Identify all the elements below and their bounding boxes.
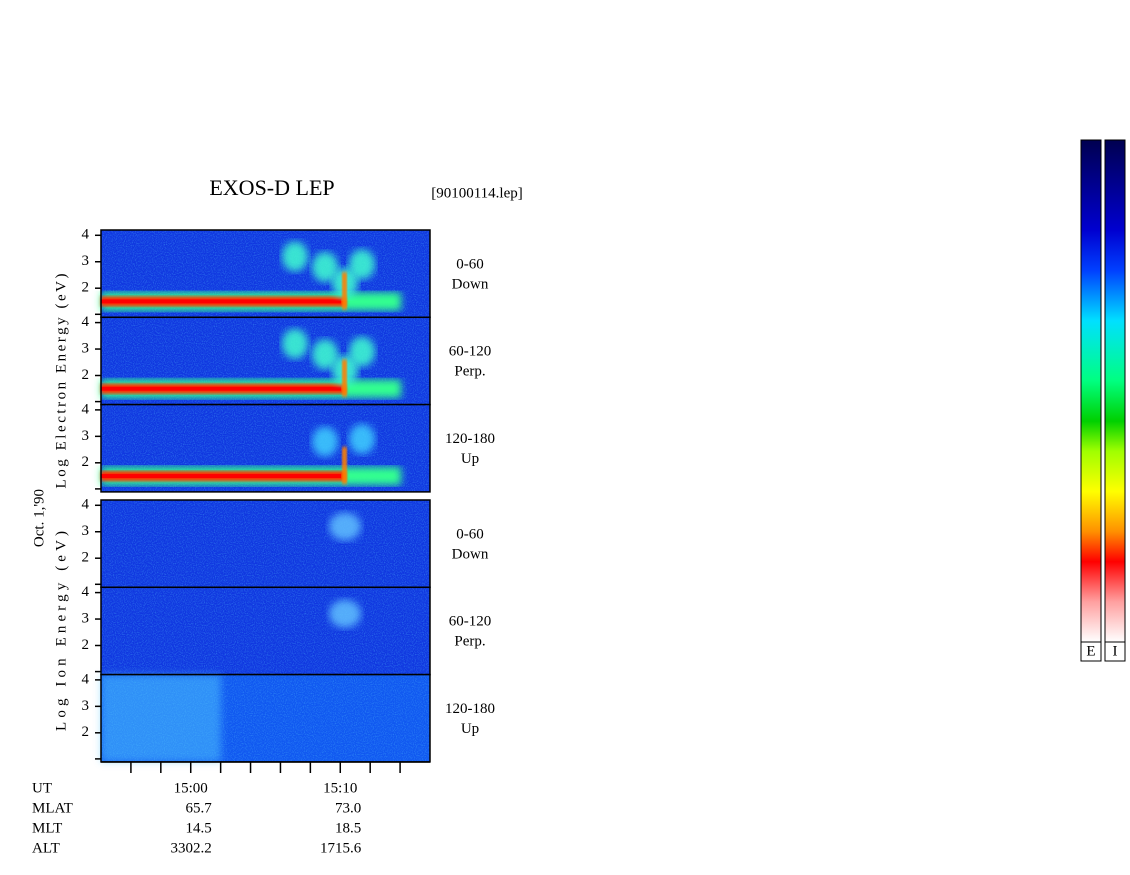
wash — [101, 674, 221, 762]
y-tick-label: 4 — [82, 401, 90, 417]
orbit-value: 18.5 — [335, 820, 361, 836]
blob — [312, 252, 338, 283]
blob — [282, 241, 308, 272]
panel-range: 120-180 — [445, 431, 495, 447]
blob — [312, 339, 338, 370]
band-core — [101, 299, 341, 304]
x-tick-label: 15:00 — [174, 780, 208, 796]
colorbar — [1080, 139, 1102, 643]
band-core — [101, 474, 341, 479]
panel-direction: Down — [452, 276, 489, 292]
y-tick-label: 2 — [82, 550, 90, 566]
blob — [312, 426, 338, 457]
orbit-value: 14.5 — [185, 820, 211, 836]
y-tick-label: 3 — [82, 428, 90, 444]
colorbar-label-box — [1104, 641, 1126, 662]
y-tick-label: 4 — [82, 497, 90, 513]
file-name: [90100114.lep] — [431, 185, 523, 201]
y-tick-label: 2 — [82, 280, 90, 296]
panel-direction: Up — [461, 721, 479, 737]
orbit-value: 65.7 — [185, 800, 212, 816]
panel-direction: Up — [461, 451, 479, 467]
date: Oct. 1,'90 — [31, 489, 47, 547]
y-tick-label: 2 — [82, 637, 90, 653]
y-tick-label: 2 — [82, 367, 90, 383]
orbit-value: 73.0 — [335, 800, 361, 816]
blob — [349, 423, 375, 454]
y-tick-label: 4 — [82, 314, 90, 330]
blob — [329, 512, 361, 541]
orbit-label: UT — [32, 780, 52, 796]
y-tick-label: 4 — [82, 227, 90, 243]
orbit-value: 3302.2 — [170, 840, 211, 856]
orbit-label: MLT — [32, 820, 62, 836]
y-tick-label: 3 — [82, 698, 90, 714]
colorbar-label: I — [1113, 643, 1118, 659]
colorbar-label-box — [1080, 641, 1102, 662]
y-tick-label: 2 — [82, 724, 90, 740]
panel-frame — [100, 403, 431, 493]
y-tick-label: 3 — [82, 340, 90, 356]
y-tick-label: 4 — [82, 584, 90, 600]
spike — [342, 359, 347, 397]
colorbar — [1104, 139, 1126, 643]
blob — [329, 599, 361, 628]
y-tick-label: 3 — [82, 610, 90, 626]
y-axis-label: Log Electron Energy (eV) — [53, 273, 69, 488]
orbit-label: MLAT — [32, 800, 73, 816]
orbit-value: 1715.6 — [320, 840, 362, 856]
blob — [349, 249, 375, 280]
blob — [282, 328, 308, 359]
y-tick-label: 4 — [82, 671, 90, 687]
panel-direction: Perp. — [454, 364, 485, 380]
panel-direction: Perp. — [454, 634, 485, 650]
colorbar-label: E — [1086, 643, 1095, 659]
spike — [342, 446, 347, 484]
band-core — [101, 386, 341, 391]
y-tick-label: 3 — [82, 253, 90, 269]
y-axis-label: Log Ion Energy (eV) — [53, 531, 69, 731]
y-tick-label: 3 — [82, 523, 90, 539]
panel-range: 0-60 — [456, 256, 484, 272]
orbit-label: ALT — [32, 840, 60, 856]
title: EXOS-D LEP — [209, 175, 334, 200]
y-tick-label: 2 — [82, 454, 90, 470]
panel-range: 0-60 — [456, 526, 484, 542]
panel-range: 60-120 — [449, 344, 492, 360]
blob — [349, 336, 375, 367]
panel-range: 120-180 — [445, 701, 495, 717]
panel-noise — [101, 587, 430, 675]
spike — [342, 272, 347, 310]
panel-direction: Down — [452, 546, 489, 562]
panel-noise — [101, 500, 430, 588]
panel-range: 60-120 — [449, 614, 492, 630]
x-tick-label: 15:10 — [323, 780, 357, 796]
